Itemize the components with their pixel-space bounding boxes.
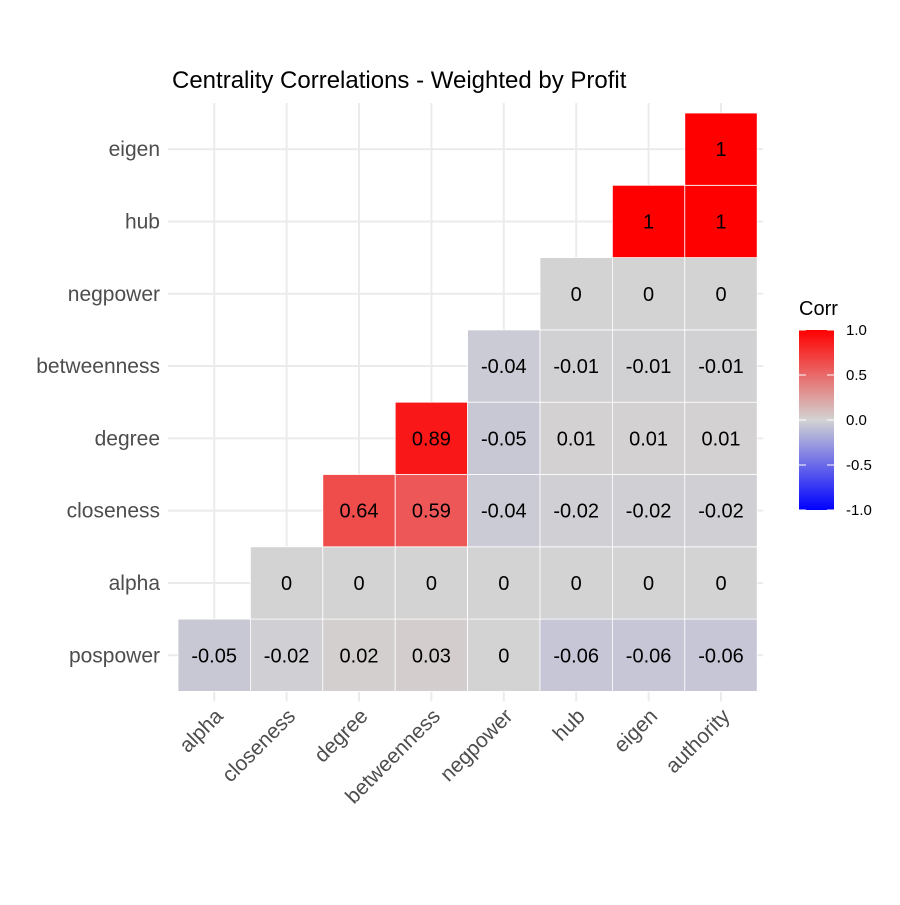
y-tick-label: closeness: [67, 500, 160, 523]
cell-value-label: -0.02: [264, 645, 310, 667]
cell-value-label: 0: [281, 573, 292, 595]
legend: Corr 1.0 0.5 0.0 -0.5 -1.0: [799, 298, 872, 519]
legend-tick-label: 0.5: [846, 367, 867, 384]
heatmap-tile: [684, 474, 758, 548]
heatmap-tile: [684, 329, 758, 403]
heatmap-tile: [394, 401, 469, 475]
x-tick-label: alpha: [175, 704, 228, 757]
heatmap-tile: [684, 401, 758, 475]
y-tick-label: eigen: [109, 138, 160, 161]
cell-value-label: -0.06: [698, 645, 744, 667]
y-tick-label: pospower: [69, 644, 160, 667]
heatmap-tiles: [177, 112, 758, 692]
legend-tick-label: 0.0: [846, 412, 867, 429]
heatmap-tile: [539, 257, 613, 331]
cell-value-label: -0.06: [626, 645, 672, 667]
heatmap-tile: [539, 329, 613, 403]
heatmap-tile: [539, 618, 613, 692]
cell-value-label: 0: [643, 573, 654, 595]
legend-tick-label: 1.0: [846, 322, 867, 339]
x-tick-label: hub: [549, 705, 590, 746]
heatmap-tile: [612, 618, 686, 692]
heatmap-tile: [684, 618, 758, 692]
cell-value-label: 0.02: [340, 645, 379, 667]
cell-value-label: 0: [643, 284, 654, 306]
cell-value-label: -0.02: [553, 501, 599, 523]
y-tick-label: degree: [95, 427, 160, 450]
heatmap-tile: [684, 112, 758, 186]
legend-tick-label: -0.5: [846, 457, 872, 474]
cell-value-label: -0.02: [626, 501, 672, 523]
cell-value-label: -0.06: [553, 645, 599, 667]
cell-value-label: 0: [426, 573, 437, 595]
y-tick-label: alpha: [109, 572, 161, 595]
heatmap-tile: [322, 618, 396, 692]
cell-value-label: 0: [715, 284, 726, 306]
cell-value-label: 0.01: [557, 428, 596, 450]
heatmap-tile: [684, 184, 758, 259]
heatmap-tile: [394, 546, 469, 620]
cell-value-label: 0.01: [702, 428, 741, 450]
heatmap-tile: [467, 546, 541, 620]
x-tick-label: negpower: [436, 705, 517, 786]
heatmap-tile: [177, 618, 251, 692]
x-tick-label: closeness: [218, 705, 300, 787]
cell-value-label: 0: [571, 284, 582, 306]
heatmap-tile: [539, 474, 613, 548]
heatmap-tile: [612, 257, 686, 331]
chart-title: Centrality Correlations - Weighted by Pr…: [172, 67, 627, 94]
legend-ticks: 1.0 0.5 0.0 -0.5 -1.0: [799, 322, 872, 519]
heatmap-tile: [249, 618, 324, 692]
y-tick-label: hub: [125, 210, 160, 233]
legend-title: Corr: [799, 298, 838, 320]
heatmap-tile: [322, 474, 396, 548]
heatmap-tile: [394, 618, 469, 692]
heatmap-tile: [322, 546, 396, 620]
cell-value-label: 1: [643, 211, 654, 233]
legend-tick-label: -1.0: [846, 502, 872, 519]
heatmap-tile: [467, 329, 541, 403]
y-tick-label: betweenness: [36, 355, 160, 378]
x-tick-label: authority: [661, 704, 735, 778]
heatmap-tile: [467, 618, 541, 692]
heatmap-tile: [467, 401, 541, 475]
heatmap-tile: [467, 474, 541, 548]
heatmap-tile: [394, 474, 469, 548]
heatmap-tile: [612, 546, 686, 620]
heatmap-tile: [612, 474, 686, 548]
cell-value-label: -0.02: [698, 501, 744, 523]
x-tick-label: eigen: [610, 705, 663, 758]
cell-value-label: 0.64: [340, 501, 379, 523]
cell-value-label: -0.01: [553, 356, 599, 378]
heatmap-tile: [539, 546, 613, 620]
cell-value-label: -0.04: [481, 501, 527, 523]
cell-value-label: 0: [353, 573, 364, 595]
cell-value-labels: -0.05 -0.02 0.02 0.03 0 -0.06 -0.06 -0.06 0 0 0 0 0 0…: [191, 139, 743, 667]
cell-value-label: -0.01: [698, 356, 744, 378]
cell-value-label: 0: [571, 573, 582, 595]
cell-value-label: -0.04: [481, 356, 527, 378]
cell-value-label: 0.01: [629, 428, 668, 450]
heatmap-tile: [249, 546, 324, 620]
x-tick-label: degree: [310, 705, 373, 768]
cell-value-label: 0.03: [412, 645, 451, 667]
cell-value-label: -0.01: [626, 356, 672, 378]
cell-value-label: 1: [715, 139, 726, 161]
cell-value-label: -0.05: [481, 428, 527, 450]
heatmap-tile: [612, 184, 686, 259]
cell-value-label: 0: [498, 573, 509, 595]
heatmap-tile: [684, 546, 758, 620]
cell-value-label: 1: [715, 211, 726, 233]
cell-value-label: 0.59: [412, 501, 451, 523]
cell-value-label: 0: [498, 645, 509, 667]
cell-value-label: 0.89: [412, 428, 451, 450]
y-axis: pospower alpha closeness degree betweenness n…: [36, 138, 160, 667]
y-tick-label: negpower: [68, 283, 160, 306]
cell-value-label: -0.05: [191, 645, 237, 667]
cell-value-label: 0: [715, 573, 726, 595]
